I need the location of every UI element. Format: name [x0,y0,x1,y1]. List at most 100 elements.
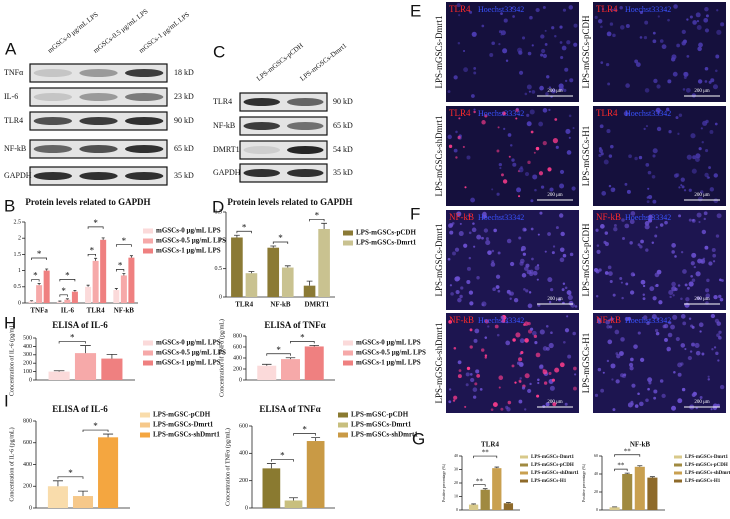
cell [547,277,553,283]
cell [680,297,683,301]
cell [671,286,677,292]
cell [696,212,702,218]
image-label: LPS-mGSCs-shDmrt1 [434,322,444,403]
cell [595,269,600,274]
cell [520,350,524,355]
error-bar [482,488,488,490]
cell [532,270,538,276]
cell [712,253,717,258]
cell [533,151,536,154]
cell [468,290,474,295]
cell [597,319,602,324]
cell [639,10,643,14]
cell [653,396,657,400]
cell [566,290,572,296]
cell [616,354,621,359]
cell [620,281,623,284]
legend-label: mGSCs-0.5 μg/mL LPS [356,349,426,357]
cell [470,197,476,203]
cell [596,249,601,254]
cell [551,378,556,382]
cell [674,255,677,258]
bar [113,290,120,303]
cell [624,316,630,322]
cell [451,222,455,225]
error-bar [101,237,105,240]
cell [626,189,631,194]
cell [599,124,604,129]
cell [531,257,534,261]
bar [267,247,280,297]
cell [668,130,672,134]
cell [667,18,670,22]
cell [542,346,548,351]
cell [492,287,496,292]
cell [718,294,722,299]
blot-size-label: 65 kD [333,121,353,130]
cell [531,330,537,336]
cell [454,247,460,252]
cell [682,39,687,44]
cell [684,302,690,308]
blot-band [124,69,164,77]
significance-label: * [90,245,95,255]
cell [564,328,570,333]
cell [645,398,649,403]
legend-swatch [338,432,348,438]
cell [500,12,503,15]
scale-label: 200 μm [547,89,562,94]
bar [74,353,97,380]
image-label: LPS-mGSCs-Dmrt1 [434,15,444,88]
y-tick-label: 200 [23,361,32,367]
cell [463,243,468,248]
legend-label: mGSCs-0 μg/mL LPS [156,339,221,347]
cell [642,297,646,301]
cell [703,211,708,216]
cell [548,300,552,304]
cell [523,288,526,291]
cell [612,33,616,38]
cell [689,350,693,353]
marker-label: TLR4 [449,108,471,118]
cell [688,317,692,320]
cell [563,340,566,344]
cell [448,319,453,324]
lane-label: LPS-mGSCs-pCDH [255,42,305,83]
cell [534,188,537,192]
y-tick-label: 20 [454,480,458,485]
cell [610,363,616,369]
cell [476,276,480,280]
y-tick-label: 200 [233,366,242,372]
cell [667,79,672,84]
significance-label: * [70,333,75,343]
cell [682,321,687,326]
cell [695,350,701,356]
error-bar [30,300,34,302]
cell [529,15,533,20]
bar [245,273,258,297]
image-label: LPS-mGSCs-pCDH [581,223,591,297]
error-bar [494,466,500,469]
chart-title: ELISA of IL-6 [52,404,108,414]
blot-band [286,122,324,130]
cell [594,393,599,398]
cell [689,15,693,19]
cell [677,284,681,287]
blot-band [79,69,118,77]
cell [644,221,650,226]
cell [647,170,652,175]
cell [659,39,664,43]
cell [704,28,710,33]
cell [707,375,710,378]
stain-label: Hoechst33342 [478,109,524,118]
cell [647,377,653,383]
cell [516,361,521,365]
cell [713,294,718,300]
bar [71,291,78,303]
y-tick-label: 200 [23,484,32,490]
cell [612,187,616,191]
cell [568,136,571,139]
error-bar [266,463,276,469]
cell [671,405,677,411]
cell [696,19,700,23]
